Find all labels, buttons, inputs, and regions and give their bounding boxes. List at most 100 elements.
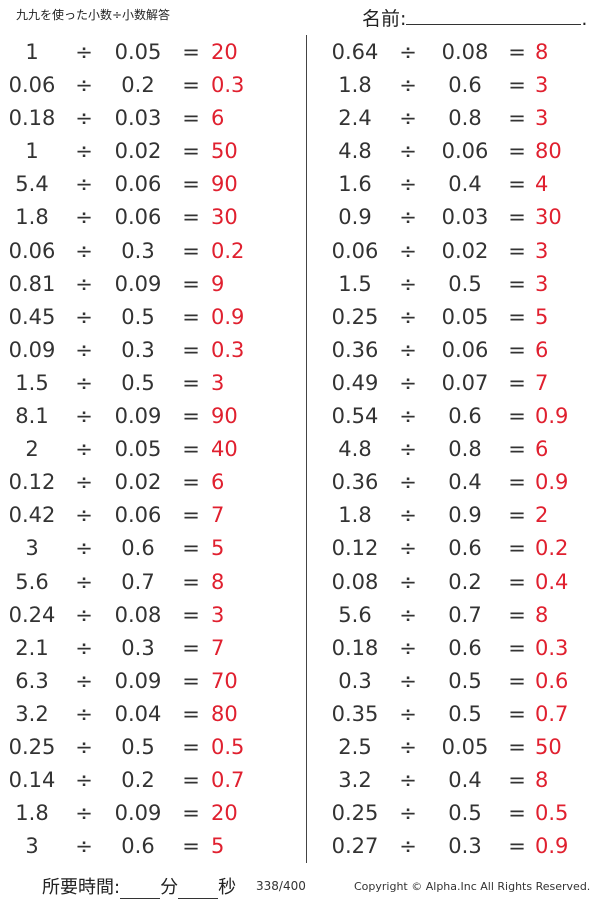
divide-sign: ÷ <box>399 404 417 429</box>
answer: 0.5 <box>535 801 569 826</box>
dividend: 1.8 <box>338 73 372 98</box>
answer: 7 <box>535 370 549 395</box>
problem-row: 5.6 ÷ 0.7 = 8 <box>322 599 592 632</box>
dividend: 0.25 <box>8 734 56 759</box>
divide-sign: ÷ <box>399 271 417 296</box>
answer: 6 <box>535 437 549 462</box>
equals-sign: = <box>182 205 200 230</box>
dividend: 2 <box>25 437 39 462</box>
divide-sign: ÷ <box>75 834 93 859</box>
problem-row: 0.49 ÷ 0.07 = 7 <box>322 367 592 400</box>
divide-sign: ÷ <box>399 834 417 859</box>
answer: 90 <box>211 404 238 429</box>
problem-row: 4.8 ÷ 0.06 = 80 <box>322 135 592 168</box>
divisor: 0.2 <box>448 569 482 594</box>
answer: 30 <box>211 205 238 230</box>
divide-sign: ÷ <box>75 602 93 627</box>
equals-sign: = <box>508 238 526 263</box>
divisor: 0.09 <box>114 404 162 429</box>
dividend: 1.8 <box>15 801 49 826</box>
divide-sign: ÷ <box>399 602 417 627</box>
answer: 0.9 <box>535 470 569 495</box>
answer: 3 <box>211 602 225 627</box>
equals-sign: = <box>182 437 200 462</box>
problem-row: 1.5 ÷ 0.5 = 3 <box>322 268 592 301</box>
equals-sign: = <box>508 569 526 594</box>
dividend: 2.5 <box>338 734 372 759</box>
name-field: 名前:. <box>362 4 587 31</box>
divide-sign: ÷ <box>75 205 93 230</box>
divide-sign: ÷ <box>399 569 417 594</box>
equals-sign: = <box>182 238 200 263</box>
problem-row: 2.4 ÷ 0.8 = 3 <box>322 102 592 135</box>
answer: 3 <box>535 271 549 296</box>
dividend: 0.18 <box>331 635 379 660</box>
problem-row: 5.6 ÷ 0.7 = 8 <box>0 566 300 599</box>
dividend: 0.64 <box>331 40 379 64</box>
equals-sign: = <box>182 701 200 726</box>
divide-sign: ÷ <box>75 668 93 693</box>
problem-row: 0.14 ÷ 0.2 = 0.7 <box>0 764 300 797</box>
problem-row: 0.12 ÷ 0.02 = 6 <box>0 466 300 499</box>
problem-row: 1.8 ÷ 0.09 = 20 <box>0 797 300 830</box>
equals-sign: = <box>508 172 526 197</box>
divide-sign: ÷ <box>399 437 417 462</box>
equals-sign: = <box>508 503 526 528</box>
problem-row: 0.45 ÷ 0.5 = 0.9 <box>0 301 300 334</box>
dividend: 6.3 <box>15 668 49 693</box>
divisor: 0.8 <box>448 437 482 462</box>
divisor: 0.09 <box>114 668 162 693</box>
problem-row: 0.06 ÷ 0.3 = 0.2 <box>0 235 300 268</box>
right-column: 0.64 ÷ 0.08 = 8 1.8 ÷ 0.6 = 3 2.4 ÷ 0.8 = 3 4.8 ÷ 0.06 = 80… <box>322 36 592 863</box>
divisor: 0.6 <box>121 834 155 859</box>
problem-row: 0.06 ÷ 0.02 = 3 <box>322 235 592 268</box>
dividend: 0.12 <box>331 536 379 561</box>
divisor: 0.6 <box>448 536 482 561</box>
dividend: 1.5 <box>15 370 49 395</box>
answer: 30 <box>535 205 562 230</box>
problem-row: 1 ÷ 0.05 = 20 <box>0 36 300 69</box>
dividend: 1.5 <box>338 271 372 296</box>
dividend: 3.2 <box>338 768 372 793</box>
divisor: 0.08 <box>441 40 489 64</box>
problem-row: 0.09 ÷ 0.3 = 0.3 <box>0 334 300 367</box>
divide-sign: ÷ <box>75 701 93 726</box>
answer: 80 <box>535 139 562 164</box>
dividend: 1.6 <box>338 172 372 197</box>
divide-sign: ÷ <box>399 40 417 64</box>
problem-row: 0.54 ÷ 0.6 = 0.9 <box>322 400 592 433</box>
divisor: 0.6 <box>448 635 482 660</box>
divisor: 0.04 <box>114 701 162 726</box>
divide-sign: ÷ <box>399 635 417 660</box>
divide-sign: ÷ <box>399 238 417 263</box>
divide-sign: ÷ <box>75 569 93 594</box>
divide-sign: ÷ <box>399 668 417 693</box>
answer: 6 <box>211 470 225 495</box>
divisor: 0.4 <box>448 470 482 495</box>
name-end: . <box>581 8 588 30</box>
answer: 5 <box>211 834 225 859</box>
dividend: 2.1 <box>15 635 49 660</box>
problem-row: 3.2 ÷ 0.4 = 8 <box>322 764 592 797</box>
answer: 0.6 <box>535 668 569 693</box>
dividend: 1 <box>25 139 39 164</box>
dividend: 0.24 <box>8 602 56 627</box>
equals-sign: = <box>508 304 526 329</box>
answer: 0.9 <box>535 834 569 859</box>
divide-sign: ÷ <box>75 238 93 263</box>
answer: 5 <box>535 304 549 329</box>
dividend: 3.2 <box>15 701 49 726</box>
answer: 8 <box>535 602 549 627</box>
equals-sign: = <box>508 635 526 660</box>
divisor: 0.3 <box>121 635 155 660</box>
divisor: 0.5 <box>448 271 482 296</box>
divide-sign: ÷ <box>399 536 417 561</box>
divisor: 0.02 <box>114 139 162 164</box>
equals-sign: = <box>182 635 200 660</box>
dividend: 0.36 <box>331 337 379 362</box>
problem-row: 1.8 ÷ 0.9 = 2 <box>322 499 592 532</box>
divide-sign: ÷ <box>75 734 93 759</box>
time-taken: 所要時間: 分 秒 <box>42 873 236 899</box>
problem-row: 3 ÷ 0.6 = 5 <box>0 830 300 863</box>
problem-row: 4.8 ÷ 0.8 = 6 <box>322 433 592 466</box>
